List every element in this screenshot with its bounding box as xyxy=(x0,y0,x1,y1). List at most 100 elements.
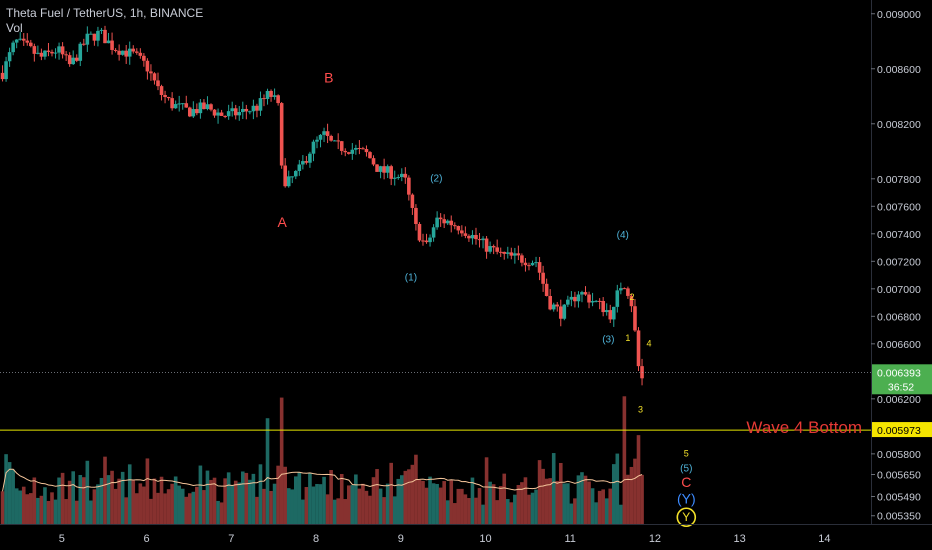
candle-body xyxy=(311,141,316,154)
candle-body xyxy=(233,108,238,116)
candle-body xyxy=(131,48,136,52)
volume-bar xyxy=(237,482,242,524)
wave-label: 3 xyxy=(638,405,643,415)
candle-body xyxy=(417,223,422,241)
volume-bar xyxy=(580,472,584,524)
volume-bar xyxy=(258,464,263,524)
candle-body xyxy=(541,272,545,284)
volume-bar xyxy=(325,494,330,524)
candle-body xyxy=(339,141,344,151)
candle-body xyxy=(431,227,436,238)
candle-body xyxy=(156,80,160,87)
volume-bar xyxy=(604,498,609,524)
wave-label: 4 xyxy=(647,339,652,349)
volume-bar xyxy=(346,485,351,524)
price-tick-label: 0.005350 xyxy=(877,511,921,523)
volume-bar xyxy=(576,475,581,524)
volume-bar xyxy=(470,477,475,524)
volume-bar xyxy=(438,487,443,524)
candle-body xyxy=(474,234,478,240)
price-tick-label: 0.006200 xyxy=(877,394,921,406)
time-tick-label: 13 xyxy=(734,533,746,545)
candle-body xyxy=(562,304,567,319)
candle-body xyxy=(555,304,560,307)
volume-bar xyxy=(64,499,68,524)
candle-body xyxy=(82,43,86,45)
candle-body xyxy=(407,177,411,195)
candle-body xyxy=(99,29,104,31)
volume-bar xyxy=(590,488,595,524)
volume-bar xyxy=(244,472,249,524)
candle-body xyxy=(240,108,245,113)
volume-bar xyxy=(0,491,5,524)
candle-body xyxy=(456,226,461,231)
volume-bar xyxy=(548,478,552,524)
volume-bar xyxy=(382,497,386,524)
volume-bar xyxy=(477,488,482,524)
candle-body xyxy=(106,40,111,44)
volume-bar xyxy=(255,496,259,524)
candle-body xyxy=(113,49,118,51)
volume-bar xyxy=(318,484,323,524)
candle-body xyxy=(505,252,510,254)
candle-body xyxy=(389,166,393,179)
candle-body xyxy=(92,33,97,41)
volume-bar xyxy=(467,498,471,524)
volume-bar xyxy=(566,483,570,524)
volume-bar xyxy=(103,456,107,524)
volume-bar xyxy=(39,495,44,524)
candle-body xyxy=(124,50,129,57)
candle-body xyxy=(382,166,386,173)
volume-bar xyxy=(530,492,535,524)
volume-bar xyxy=(601,489,605,524)
candle-body xyxy=(117,50,121,55)
volume-bar xyxy=(301,499,305,524)
price-tick-label: 0.006600 xyxy=(877,339,921,351)
candle-body xyxy=(346,152,351,154)
volume-bar xyxy=(138,483,143,524)
volume-bar xyxy=(361,483,365,524)
wave-label: 5 xyxy=(684,449,689,459)
candle-body xyxy=(527,265,531,267)
volume-bar xyxy=(622,396,627,524)
volume-bar xyxy=(460,488,464,524)
volume-bar xyxy=(36,497,40,524)
volume-bar xyxy=(240,471,245,524)
volume-bar xyxy=(286,488,291,524)
volume-bar xyxy=(142,486,146,524)
volume-bar xyxy=(219,502,224,524)
candle-body xyxy=(534,262,538,264)
candle-body xyxy=(71,57,76,65)
candle-body xyxy=(276,95,280,104)
candle-body xyxy=(29,42,33,47)
candle-body xyxy=(375,164,379,172)
candle-body xyxy=(460,230,464,234)
volume-bar xyxy=(276,465,280,524)
volume-bar xyxy=(551,453,556,524)
candle-body xyxy=(396,177,401,179)
volume-bar xyxy=(152,478,157,524)
candle-body xyxy=(477,239,482,241)
symbol-title: Theta Fuel / TetherUS, 1h, BINANCE xyxy=(6,6,204,20)
candle-body xyxy=(392,177,397,179)
time-axis: 5 6 7 8 9 10 11 12 13 14 xyxy=(0,524,932,545)
candle-body xyxy=(594,300,598,302)
time-tick-label: 7 xyxy=(228,533,234,545)
volume-bar xyxy=(117,478,121,524)
price-tick-label: 0.007200 xyxy=(877,256,921,268)
candle-body xyxy=(371,158,376,165)
candle-body xyxy=(428,237,432,243)
candle-body xyxy=(4,61,8,80)
volume-bar xyxy=(417,479,422,524)
candle-body xyxy=(173,104,178,109)
volume-bar xyxy=(505,499,510,524)
candle-body xyxy=(244,108,249,112)
candle-body xyxy=(96,30,100,41)
candle-body xyxy=(152,73,157,81)
volume-bar xyxy=(329,470,333,524)
volume-bar xyxy=(78,474,83,524)
volume-bar xyxy=(85,460,90,524)
volume-bar xyxy=(375,469,379,524)
volume-bar xyxy=(541,468,545,524)
